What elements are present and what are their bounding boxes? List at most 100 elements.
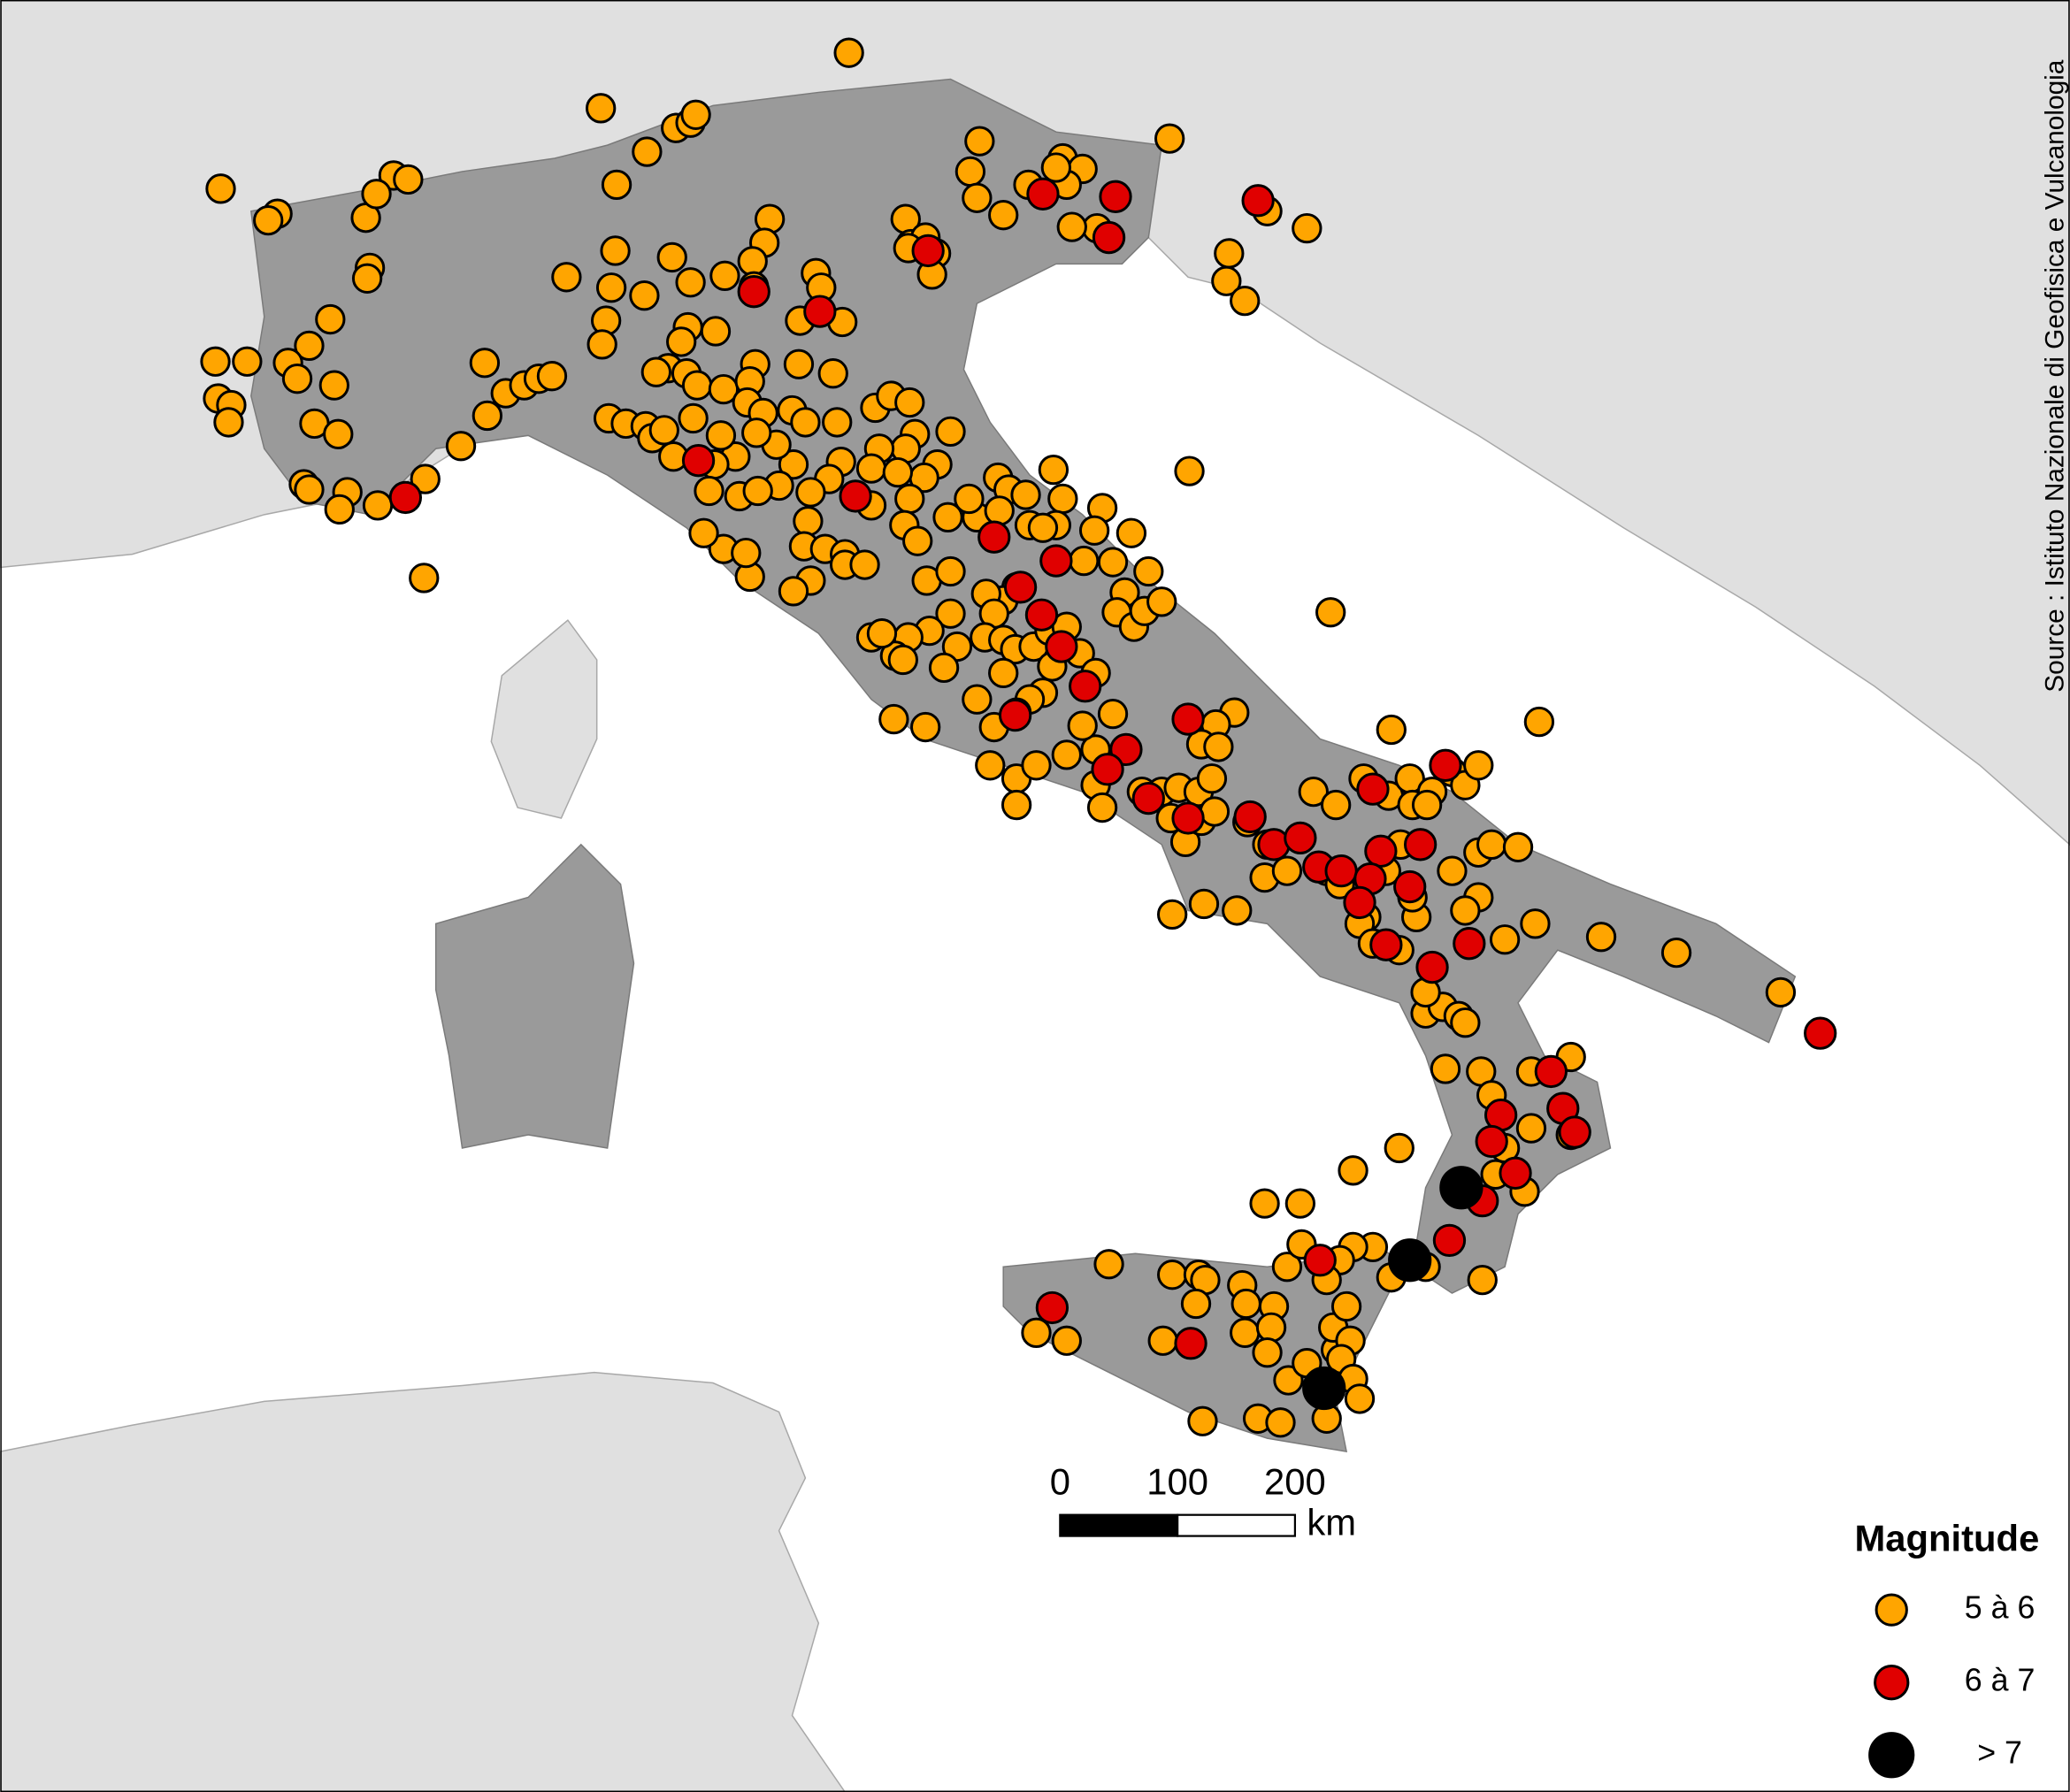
earthquake-marker <box>1154 123 1185 154</box>
earthquake-marker <box>705 420 737 451</box>
earthquake-marker <box>790 407 821 438</box>
earthquake-marker <box>1315 597 1346 628</box>
earthquake-marker <box>648 415 679 446</box>
earthquake-marker <box>1403 828 1438 862</box>
earthquake-marker <box>1171 702 1205 736</box>
earthquake-marker <box>1010 479 1041 510</box>
earthquake-marker <box>678 402 709 434</box>
earthquake-marker <box>742 475 773 507</box>
earthquake-marker <box>294 330 325 362</box>
earthquake-marker <box>911 234 945 268</box>
earthquake-markers <box>200 37 1837 1438</box>
earthquake-marker <box>1027 512 1059 543</box>
legend-label: 5 à 6 <box>1965 1590 2036 1626</box>
earthquake-marker <box>1146 586 1177 617</box>
earthquake-marker <box>1203 731 1234 762</box>
earthquake-marker <box>1660 937 1692 969</box>
earthquake-marker <box>1174 1327 1208 1360</box>
earthquake-marker <box>998 698 1032 732</box>
earthquake-marker <box>1523 706 1555 738</box>
earthquake-marker <box>1026 177 1060 211</box>
legend: 5 à 6 6 à 7 > 7 <box>1868 1590 2036 1779</box>
earthquake-marker <box>1040 152 1072 183</box>
earthquake-marker <box>1284 821 1317 855</box>
earthquake-marker <box>200 346 231 377</box>
earthquake-marker <box>1453 927 1486 961</box>
earthquake-marker <box>1222 895 1253 926</box>
earthquake-marker <box>1515 1113 1547 1144</box>
earthquake-marker <box>935 598 966 629</box>
earthquake-marker <box>318 370 349 401</box>
earthquake-marker <box>472 400 503 432</box>
earthquake-marker <box>1199 796 1230 827</box>
earthquake-marker <box>1302 1366 1346 1411</box>
earthquake-marker <box>681 444 716 478</box>
earthquake-marker <box>232 346 263 377</box>
earthquake-marker <box>910 711 941 743</box>
earthquake-marker <box>1000 789 1032 821</box>
earthquake-marker <box>1091 753 1124 786</box>
earthquake-marker <box>1450 895 1481 926</box>
earthquake-marker <box>783 348 815 379</box>
earthquake-marker <box>600 235 631 266</box>
africa-land <box>0 1371 847 1792</box>
earthquake-marker <box>1303 1244 1337 1277</box>
earthquake-marker <box>1499 1156 1532 1190</box>
earthquake-marker <box>1265 1407 1296 1438</box>
earthquake-marker <box>1252 1337 1283 1368</box>
earthquake-marker <box>737 275 770 309</box>
earthquake-marker <box>1534 1054 1568 1089</box>
earthquake-marker <box>694 475 724 507</box>
earthquake-marker <box>410 463 441 494</box>
earthquake-marker <box>1430 1053 1461 1084</box>
earthquake-marker <box>866 617 898 649</box>
earthquake-marker <box>666 326 697 357</box>
earthquake-marker <box>1039 544 1073 578</box>
earthquake-marker <box>1035 1290 1070 1325</box>
earthquake-marker <box>1429 748 1462 782</box>
earthquake-marker <box>681 370 713 401</box>
earthquake-marker <box>1157 1260 1188 1290</box>
earthquake-marker <box>1180 1288 1212 1320</box>
earthquake-marker <box>1356 772 1390 806</box>
earthquake-marker <box>536 361 568 392</box>
earthquake-marker <box>964 126 995 157</box>
earthquake-marker <box>700 316 732 347</box>
source-note: Source : Istituto Nazionale di Geofisica… <box>2041 59 2070 693</box>
earthquake-marker <box>213 407 244 438</box>
earthquake-marker <box>586 93 617 124</box>
earthquake-marker <box>978 520 1011 554</box>
earthquake-marker <box>1133 555 1164 587</box>
earthquake-marker <box>675 267 706 298</box>
earthquake-marker <box>1024 598 1059 632</box>
earthquake-marker <box>975 750 1006 781</box>
earthquake-marker <box>1099 180 1132 213</box>
earthquake-marker <box>1214 238 1245 269</box>
earthquake-marker <box>680 99 711 130</box>
scale-label: 200 <box>1264 1460 1326 1502</box>
earthquake-marker <box>902 525 933 556</box>
earthquake-marker <box>294 474 325 505</box>
earthquake-marker <box>1097 547 1129 578</box>
earthquake-marker <box>1376 714 1407 746</box>
earthquake-marker <box>281 364 313 394</box>
earthquake-marker <box>688 517 719 548</box>
earthquake-marker <box>741 417 772 448</box>
earthquake-marker <box>1411 789 1443 821</box>
earthquake-marker <box>778 576 809 607</box>
earthquake-marker <box>409 563 440 594</box>
earthquake-marker <box>988 200 1019 231</box>
earthquake-marker <box>551 262 582 293</box>
earthquake-marker <box>817 358 848 389</box>
earthquake-marker <box>1502 831 1534 862</box>
earthquake-marker <box>1171 801 1205 835</box>
earthquake-marker <box>362 490 394 521</box>
earthquake-marker <box>731 537 762 569</box>
earthquake-marker <box>586 329 617 360</box>
earthquake-marker <box>822 407 853 438</box>
earthquake-marker <box>253 204 284 236</box>
earthquake-marker <box>1271 855 1303 886</box>
earthquake-marker <box>1188 888 1220 920</box>
earthquake-marker <box>935 416 966 448</box>
